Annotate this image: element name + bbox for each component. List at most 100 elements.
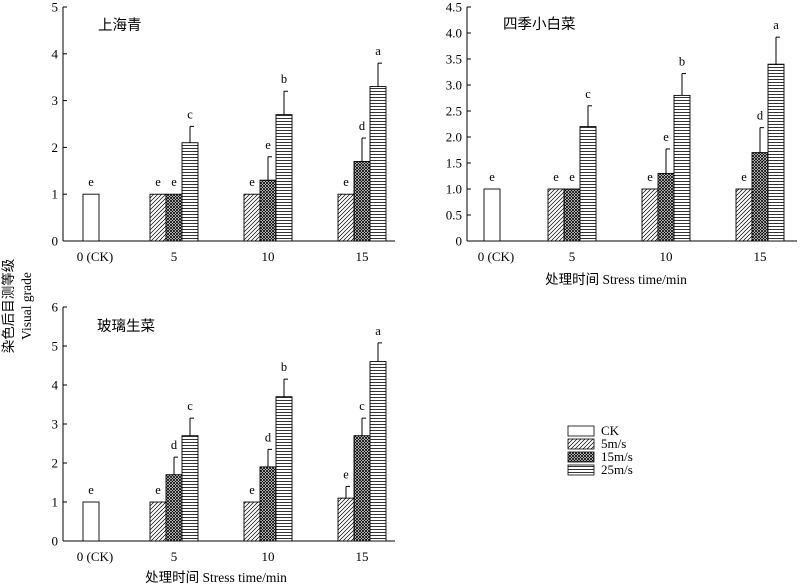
significance-letter: b xyxy=(679,55,685,69)
bar xyxy=(369,361,387,542)
legend-label-25ms: 25m/s xyxy=(601,462,633,477)
significance-letter: c xyxy=(187,107,193,121)
legend-swatch-15ms xyxy=(567,451,595,463)
y-tick-label: 5 xyxy=(52,339,59,354)
y-axis-label: 染色后目测等级 Visual grade xyxy=(0,258,34,353)
significance-letter: a xyxy=(375,324,381,338)
bar xyxy=(579,126,597,242)
bar xyxy=(243,501,261,542)
x-tick-label: 15 xyxy=(356,249,369,264)
significance-letter: e xyxy=(553,170,559,184)
x-axis-label-bottom: 处理时间 Stress time/min xyxy=(145,570,287,585)
significance-letter: e xyxy=(88,175,94,189)
significance-letter: d xyxy=(265,430,272,444)
significance-letter: a xyxy=(773,18,779,32)
y-tick-label: 1 xyxy=(52,495,59,510)
legend-label-15ms: 15m/s xyxy=(601,449,633,464)
significance-letter: b xyxy=(281,72,287,86)
legend-label-ck: CK xyxy=(601,423,620,438)
x-tick-label: 5 xyxy=(171,549,178,564)
bar xyxy=(165,193,183,242)
bar xyxy=(767,63,785,242)
y-tick-label: 0 xyxy=(52,534,59,549)
y-tick-label: 0 xyxy=(456,234,463,249)
y-tick-label: 3.0 xyxy=(446,78,462,93)
bar xyxy=(275,114,293,242)
significance-letter: e xyxy=(265,138,271,152)
y-tick-label: 2 xyxy=(52,456,59,471)
bar xyxy=(353,160,371,242)
y-tick-label: 1.0 xyxy=(446,182,462,197)
y-tick-label: 5 xyxy=(52,0,59,15)
significance-letter: e xyxy=(663,130,669,144)
y-tick-label: 3 xyxy=(52,93,59,108)
y-tick-label: 1.5 xyxy=(446,156,462,171)
significance-letter: b xyxy=(281,360,287,374)
x-tick-label: 5 xyxy=(171,249,178,264)
y-tick-label: 6 xyxy=(52,300,59,315)
significance-letter: a xyxy=(375,44,381,58)
significance-letter: e xyxy=(171,175,177,189)
significance-letter: e xyxy=(155,175,161,189)
significance-letter: e xyxy=(489,170,495,184)
bar xyxy=(259,466,277,542)
y-tick-label: 4 xyxy=(52,46,59,61)
x-axis-label-top-right: 处理时间 Stress time/min xyxy=(545,272,687,287)
y-tick-label: 2.5 xyxy=(446,104,462,119)
bar xyxy=(751,152,769,242)
bar xyxy=(369,86,387,242)
bar xyxy=(657,172,675,242)
x-tick-label: 0 (CK) xyxy=(77,249,113,264)
x-tick-label: 10 xyxy=(660,249,673,264)
y-tick-label: 0 xyxy=(52,234,59,249)
significance-letter: e xyxy=(741,170,747,184)
significance-letter: e xyxy=(249,175,255,189)
bar xyxy=(181,435,199,542)
bar xyxy=(259,179,277,242)
significance-letter: e xyxy=(343,467,349,481)
y-tick-label: 2.0 xyxy=(446,130,462,145)
significance-letter: e xyxy=(569,170,575,184)
bar xyxy=(165,474,183,542)
x-tick-label: 0 (CK) xyxy=(77,549,113,564)
y-axis-label-en: Visual grade xyxy=(19,272,34,340)
y-tick-label: 1 xyxy=(52,187,59,202)
significance-letter: e xyxy=(343,175,349,189)
significance-letter: c xyxy=(187,399,193,413)
significance-letter: d xyxy=(359,119,366,133)
significance-letter: e xyxy=(88,483,94,497)
bar xyxy=(563,188,581,242)
bar xyxy=(337,193,355,242)
y-tick-label: 2 xyxy=(52,140,59,155)
significance-letter: d xyxy=(757,109,764,123)
panel-title-shanghaiqing: 上海青 xyxy=(98,17,142,34)
bar xyxy=(82,501,100,542)
y-tick-label: 4 xyxy=(52,378,59,393)
bar xyxy=(353,435,371,542)
bar xyxy=(149,193,167,242)
bar xyxy=(149,501,167,542)
y-tick-label: 4.0 xyxy=(446,26,462,41)
significance-letter: c xyxy=(359,399,365,413)
legend-swatch-ck xyxy=(567,425,595,437)
x-tick-label: 15 xyxy=(356,549,369,564)
x-tick-label: 10 xyxy=(262,249,275,264)
panel-title-siji-xiaobaicai: 四季小白菜 xyxy=(503,16,576,33)
y-tick-label: 3.5 xyxy=(446,52,462,67)
bar xyxy=(641,188,659,242)
bar xyxy=(483,188,501,242)
legend-label-5ms: 5m/s xyxy=(601,436,626,451)
significance-letter: d xyxy=(171,438,178,452)
x-tick-label: 0 (CK) xyxy=(478,249,514,264)
legend-swatch-25ms xyxy=(567,464,595,476)
bar xyxy=(82,193,100,242)
x-tick-label: 15 xyxy=(754,249,767,264)
bar xyxy=(547,188,565,242)
significance-letter: c xyxy=(585,87,591,101)
significance-letter: e xyxy=(155,483,161,497)
legend: CK 5m/s 15m/s 25m/s xyxy=(567,423,633,477)
chart-panel-siji-xiaobaicai: 0 0.5 1.0 1.5 2.0 2.5 3.0 3.5 4.0 4.5 0 (CK) 5 10 15 e… xyxy=(446,0,797,264)
legend-swatch-5ms xyxy=(567,438,595,450)
bar xyxy=(181,142,199,242)
